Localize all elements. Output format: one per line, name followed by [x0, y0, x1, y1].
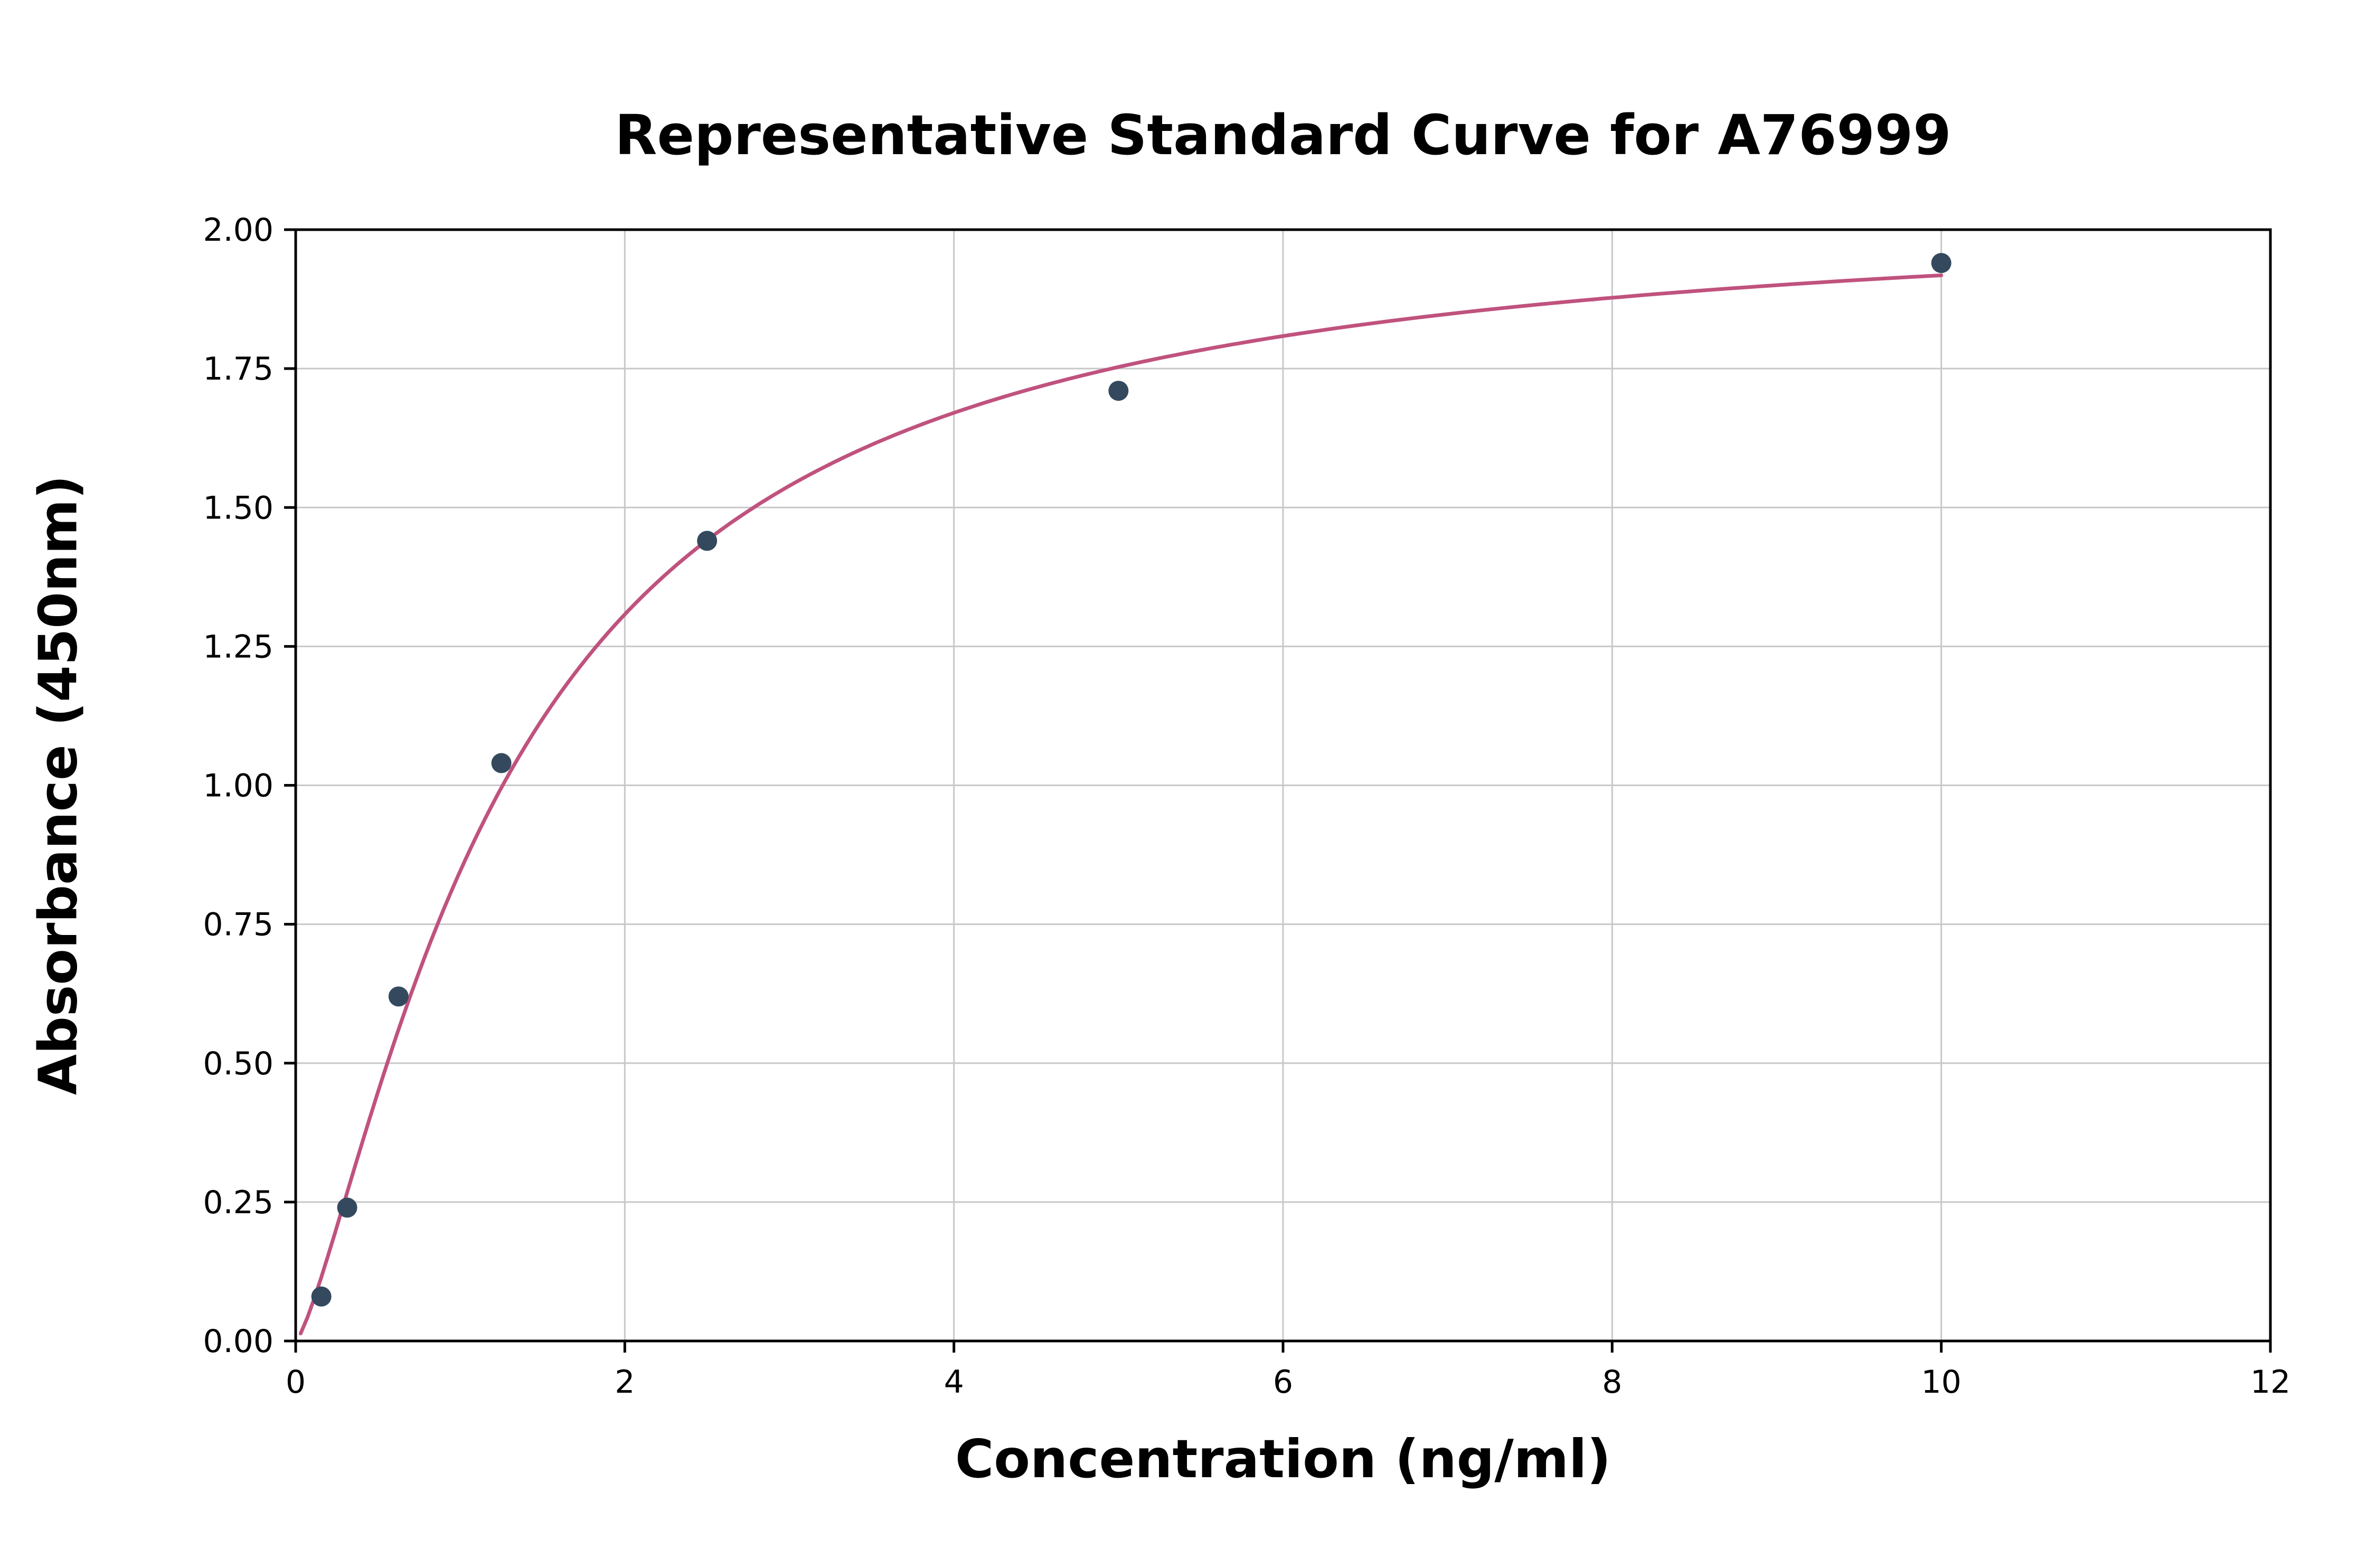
data-point: [1931, 253, 1951, 273]
data-point: [311, 1286, 332, 1307]
x-tick-label: 8: [1602, 1364, 1622, 1401]
x-tick-label: 6: [1273, 1364, 1293, 1401]
fit-curve: [298, 273, 1944, 1336]
y-tick-label: 0.75: [203, 906, 274, 943]
chart-title: Representative Standard Curve for A76999: [615, 103, 1951, 167]
y-tick-label: 0.25: [203, 1184, 274, 1221]
y-tick-label: 0.00: [203, 1323, 274, 1360]
y-tick-label: 1.75: [203, 351, 274, 388]
x-tick-label: 4: [944, 1364, 964, 1401]
data-point: [491, 753, 512, 773]
x-tick-label: 2: [615, 1364, 635, 1401]
y-axis-label: Absorbance (450nm): [27, 475, 89, 1095]
data-point: [1108, 381, 1129, 401]
x-tick-label: 12: [2250, 1364, 2290, 1401]
y-tick-label: 2.00: [203, 212, 274, 249]
x-tick-label: 0: [286, 1364, 306, 1401]
y-tick-label: 1.50: [203, 489, 274, 526]
x-tick-label: 10: [1921, 1364, 1961, 1401]
data-point: [388, 986, 409, 1007]
data-point: [337, 1197, 357, 1218]
x-axis-label: Concentration (ng/ml): [955, 1428, 1611, 1490]
y-tick-label: 1.25: [203, 628, 274, 665]
y-tick-label: 0.50: [203, 1045, 274, 1082]
data-point: [697, 531, 718, 551]
y-tick-label: 1.00: [203, 768, 274, 805]
